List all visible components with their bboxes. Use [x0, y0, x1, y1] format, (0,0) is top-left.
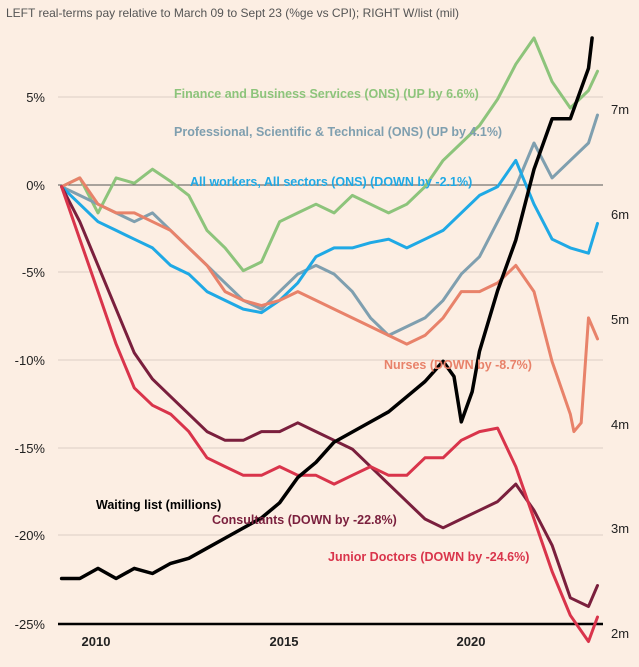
y-right-tick: 5m [611, 312, 629, 327]
y-right-tick: 6m [611, 207, 629, 222]
y-left-tick: -15% [15, 441, 46, 456]
series-line-2 [60, 158, 599, 315]
label-finance: Finance and Business Services (ONS) (UP … [174, 87, 479, 101]
y-left-tick: 5% [26, 90, 45, 105]
y-right-ticks: 7m 6m 5m 4m 3m 2m [611, 102, 629, 641]
series-line-5 [60, 185, 599, 643]
series-line-1 [60, 113, 599, 337]
y-left-tick: -20% [15, 528, 46, 543]
y-left-tick: -25% [15, 617, 46, 632]
series-line-3 [60, 176, 599, 434]
y-right-tick: 7m [611, 102, 629, 117]
chart-title: LEFT real-terms pay relative to March 09… [6, 6, 459, 20]
y-left-tick: -5% [22, 265, 46, 280]
series-line-6 [59, 36, 594, 581]
y-right-tick: 4m [611, 417, 629, 432]
y-left-tick: 0% [26, 178, 45, 193]
y-left-tick: -10% [15, 353, 46, 368]
label-junior-doctors: Junior Doctors (DOWN by -24.6%) [328, 550, 529, 564]
label-nurses: Nurses (DOWN by -8.7%) [384, 358, 532, 372]
x-tick: 2015 [270, 634, 299, 649]
series-line-0 [60, 36, 599, 273]
label-all-workers: All workers, All sectors (ONS) (DOWN by … [190, 175, 472, 189]
y-left-ticks: 5% 0% -5% -10% -15% -20% -25% [15, 90, 46, 632]
series-labels: Finance and Business Services (ONS) (UP … [96, 87, 532, 564]
label-waiting-list: Waiting list (millions) [96, 498, 221, 512]
y-right-tick: 2m [611, 626, 629, 641]
y-right-tick: 3m [611, 521, 629, 536]
x-ticks: 2010 2015 2020 [82, 634, 486, 649]
x-tick: 2010 [82, 634, 111, 649]
series-layer [59, 36, 599, 643]
x-tick: 2020 [457, 634, 486, 649]
label-professional: Professional, Scientific & Technical (ON… [174, 125, 502, 139]
label-consultants: Consultants (DOWN by -22.8%) [212, 513, 397, 527]
